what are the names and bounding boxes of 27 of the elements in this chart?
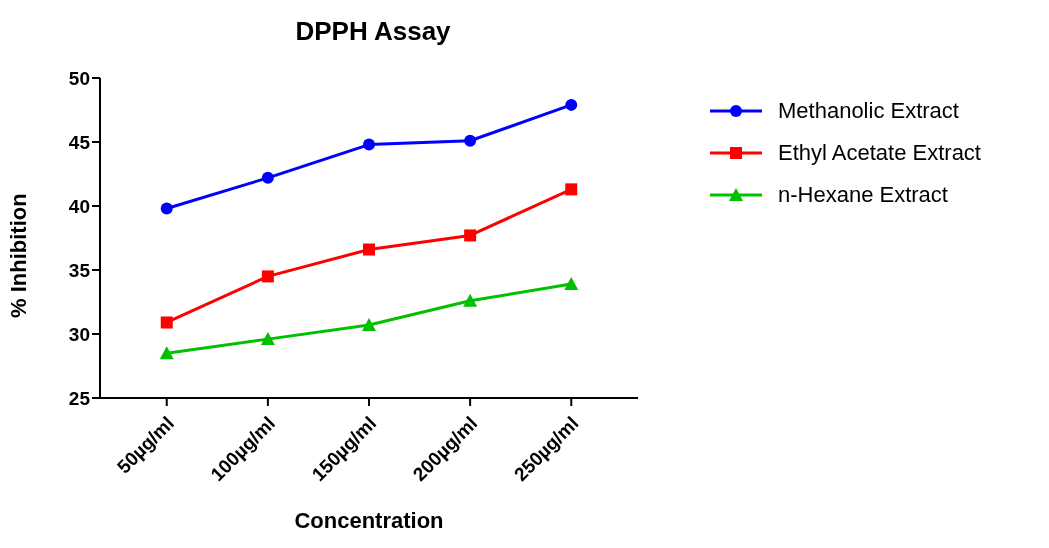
legend-label: Ethyl Acetate Extract [778, 140, 981, 166]
point [159, 346, 174, 360]
point [463, 293, 478, 307]
point [464, 134, 477, 147]
point [261, 270, 274, 283]
point [565, 98, 578, 111]
point [464, 229, 477, 242]
point [160, 202, 173, 215]
legend-label: Methanolic Extract [778, 98, 959, 124]
y-tick-label: 30 [68, 323, 90, 345]
legend-label: n-Hexane Extract [778, 182, 948, 208]
y-tick-label: 35 [68, 259, 91, 281]
point [160, 316, 173, 329]
point [363, 243, 375, 256]
y-tick-label: 25 [68, 387, 91, 409]
chart-title: DPPH Assay [294, 16, 452, 47]
point [565, 183, 578, 196]
y-tick-label: 50 [68, 67, 90, 89]
point [260, 332, 275, 346]
point [261, 171, 274, 184]
point [363, 138, 375, 151]
y-tick-label: 45 [68, 131, 91, 153]
y-tick-label: 40 [68, 195, 90, 217]
y-axis-title: % Inhibition [5, 193, 31, 318]
point [362, 318, 376, 332]
x-axis-title: Concentration [294, 508, 444, 533]
point [564, 277, 579, 291]
